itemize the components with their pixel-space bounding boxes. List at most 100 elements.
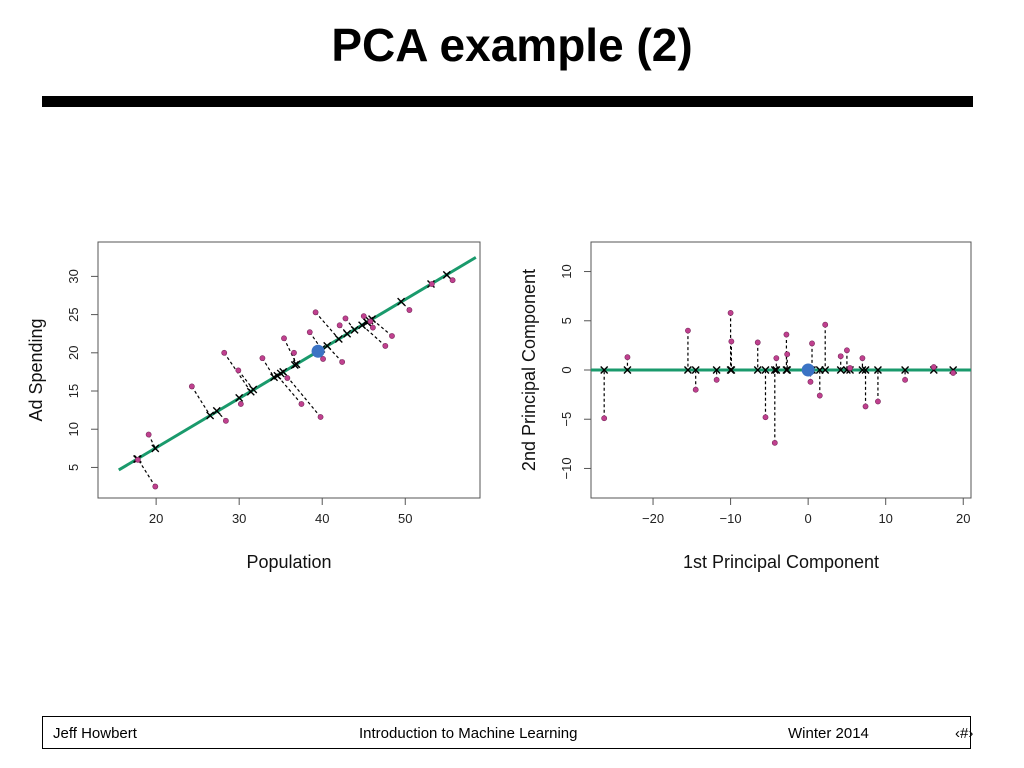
projected-point-cross — [683, 366, 692, 374]
footer-author: Jeff Howbert — [53, 725, 137, 742]
cross-stroke — [212, 406, 221, 415]
cross-stroke — [206, 411, 215, 420]
plot-frame — [97, 241, 481, 499]
projected-point-cross — [151, 444, 160, 453]
footer-page-number: ‹#› — [955, 725, 974, 742]
plot-area — [591, 309, 971, 446]
data-point — [773, 355, 780, 362]
projected-point-cross — [772, 366, 781, 374]
slide-footer: Jeff Howbert Introduction to Machine Lea… — [42, 716, 974, 749]
data-point — [902, 376, 908, 383]
projected-point-cross — [858, 366, 867, 374]
data-point — [406, 307, 413, 313]
title-divider-bar — [42, 96, 973, 107]
data-point — [754, 339, 761, 346]
data-point — [930, 364, 937, 370]
cross-stroke — [836, 366, 845, 374]
data-point — [816, 392, 823, 399]
projected-point-cross — [334, 335, 343, 344]
data-point — [235, 367, 242, 374]
cross-stroke — [727, 366, 736, 374]
data-point — [807, 378, 814, 385]
x-tick-label: 20 — [149, 511, 163, 526]
data-point — [762, 414, 769, 421]
cross-stroke — [279, 367, 288, 376]
data-point — [728, 338, 735, 345]
cross-stroke — [249, 385, 258, 394]
projection-line — [261, 357, 275, 378]
cross-stroke — [770, 366, 779, 374]
footer-term: Winter 2014 — [788, 725, 869, 742]
cross-stroke — [861, 366, 870, 374]
data-point — [449, 277, 456, 284]
data-point — [875, 398, 881, 405]
projection-line — [371, 318, 393, 337]
projected-point-cross — [761, 366, 770, 374]
data-point — [342, 315, 349, 322]
projected-point-cross — [235, 393, 244, 402]
projected-point-cross — [279, 367, 288, 376]
data-point — [727, 309, 734, 316]
cross-stroke — [821, 366, 830, 374]
data-point — [692, 386, 699, 393]
y-tick-label: 10 — [66, 422, 81, 436]
projection-line — [137, 458, 156, 487]
projection-line — [282, 371, 322, 418]
projected-point-cross — [290, 361, 299, 370]
cross-stroke — [783, 366, 792, 374]
y-tick-label: 10 — [559, 264, 574, 278]
data-point — [601, 415, 608, 422]
data-point — [859, 355, 866, 362]
cross-stroke — [772, 366, 781, 374]
projected-point-cross — [770, 366, 779, 374]
cross-stroke — [151, 444, 160, 453]
projected-point-cross — [873, 366, 882, 374]
x-tick-label: 30 — [232, 511, 246, 526]
cross-stroke — [323, 341, 332, 350]
projected-point-cross — [712, 366, 721, 374]
y-tick-label: 25 — [66, 307, 81, 321]
projected-point-cross — [323, 341, 332, 350]
projected-point-cross — [350, 325, 359, 334]
data-point — [847, 365, 853, 371]
projected-point-cross — [273, 371, 282, 380]
y-tick-label: 5 — [559, 317, 574, 324]
projected-point-cross — [861, 366, 870, 374]
projected-point-cross — [343, 329, 352, 338]
projected-point-cross — [600, 366, 609, 374]
mean-point — [801, 363, 815, 377]
data-point — [222, 417, 229, 424]
data-point — [809, 340, 815, 347]
x-tick-label: 0 — [805, 511, 812, 526]
cross-stroke — [273, 371, 282, 380]
x-axis-label: 1st Principal Component — [683, 552, 879, 572]
data-point — [837, 353, 844, 360]
plot-area — [117, 256, 477, 490]
y-tick-label: −5 — [559, 412, 574, 427]
data-point — [134, 456, 141, 463]
y-tick-label: 30 — [66, 269, 81, 283]
data-point — [312, 309, 319, 316]
data-point — [389, 333, 395, 339]
data-point — [624, 354, 631, 361]
data-point — [428, 281, 435, 287]
data-point — [237, 401, 244, 407]
y-axis-label: Ad Spending — [26, 318, 46, 421]
x-tick-label: 10 — [878, 511, 892, 526]
cross-stroke — [334, 335, 343, 344]
data-point — [685, 327, 691, 334]
projected-point-cross — [623, 366, 632, 374]
y-tick-label: 5 — [66, 464, 81, 471]
data-point — [152, 483, 159, 490]
data-point — [713, 376, 720, 383]
data-point — [950, 370, 957, 376]
chart-population-vs-ad-spending: 20 30 40 50 5 10 15 20 25 30 Population Ad Spending — [26, 241, 481, 572]
data-point — [369, 324, 376, 331]
y-tick-label: 0 — [559, 366, 574, 373]
projected-point-cross — [212, 406, 221, 415]
data-point — [281, 335, 287, 342]
data-point — [844, 347, 850, 354]
data-point — [367, 318, 374, 325]
data-point — [339, 359, 346, 365]
data-point — [306, 329, 313, 336]
